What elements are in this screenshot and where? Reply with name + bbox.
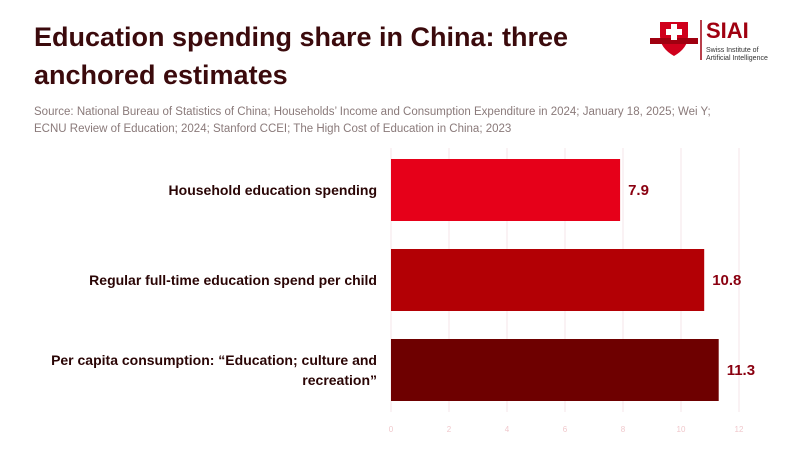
logo-ribbon xyxy=(650,38,698,44)
bar xyxy=(391,339,719,401)
x-tick-label: 4 xyxy=(505,425,510,434)
value-label: 7.9 xyxy=(628,182,649,199)
logo-line: Artificial Intelligence xyxy=(706,55,768,62)
source-note: Source: National Bureau of Statistics of… xyxy=(34,106,711,135)
x-tick-label: 8 xyxy=(621,425,626,434)
category-label: Per capita consumption: “Education; cult… xyxy=(51,352,377,388)
x-tick-label: 0 xyxy=(389,425,394,434)
bar xyxy=(391,159,621,221)
logo: SIAI Swiss Institute of Artificial Intel… xyxy=(650,18,768,62)
x-tick-label: 6 xyxy=(563,425,568,434)
value-label: 10.8 xyxy=(712,272,741,289)
logo-cross xyxy=(666,24,682,40)
bar xyxy=(391,249,705,311)
chart-title: Education spending share in China: three… xyxy=(34,22,569,90)
x-tick-label: 2 xyxy=(447,425,452,434)
category-label: Regular full-time education spend per ch… xyxy=(89,272,377,288)
x-tick-label: 10 xyxy=(677,425,686,434)
x-tick-label: 12 xyxy=(735,425,744,434)
logo-name: SIAI xyxy=(706,18,749,43)
category-label: Household education spending xyxy=(168,182,377,198)
value-label: 11.3 xyxy=(727,362,755,379)
logo-line: Swiss Institute of xyxy=(706,47,759,54)
